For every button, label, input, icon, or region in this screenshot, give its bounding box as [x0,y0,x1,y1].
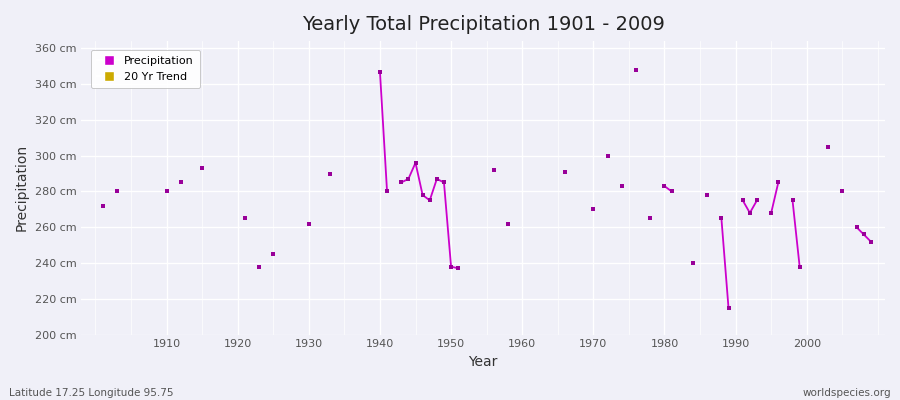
Point [742,210,757,216]
Point [558,168,572,175]
Point [487,167,501,173]
Point [174,179,188,186]
Point [644,215,658,222]
Point [835,188,850,195]
X-axis label: Year: Year [468,355,498,369]
Point [864,238,878,245]
Point [323,170,338,177]
Point [436,179,451,186]
Point [615,183,629,189]
Point [735,197,750,204]
Point [750,197,764,204]
Point [429,176,444,182]
Point [159,188,174,195]
Point [721,304,735,311]
Point [764,210,778,216]
Point [302,220,316,227]
Point [373,68,387,75]
Text: Latitude 17.25 Longitude 95.75: Latitude 17.25 Longitude 95.75 [9,388,174,398]
Point [451,265,465,272]
Point [401,176,416,182]
Title: Yearly Total Precipitation 1901 - 2009: Yearly Total Precipitation 1901 - 2009 [302,15,664,34]
Text: worldspecies.org: worldspecies.org [803,388,891,398]
Point [715,215,729,222]
Point [857,231,871,238]
Point [629,66,643,73]
Point [600,152,615,159]
Point [700,192,715,198]
Point [792,263,806,270]
Point [416,192,430,198]
Point [266,251,281,257]
Point [821,144,835,150]
Legend: Precipitation, 20 Yr Trend: Precipitation, 20 Yr Trend [91,50,201,88]
Point [409,160,423,166]
Point [771,179,786,186]
Point [422,197,436,204]
Point [664,188,679,195]
Y-axis label: Precipitation: Precipitation [15,144,29,232]
Point [195,165,210,171]
Point [252,263,266,270]
Point [657,183,671,189]
Point [786,197,800,204]
Point [850,224,864,230]
Point [586,206,600,212]
Point [110,188,124,195]
Point [500,220,515,227]
Point [95,202,110,209]
Point [394,179,409,186]
Point [444,263,458,270]
Point [380,188,394,195]
Point [686,260,700,266]
Point [238,215,252,222]
